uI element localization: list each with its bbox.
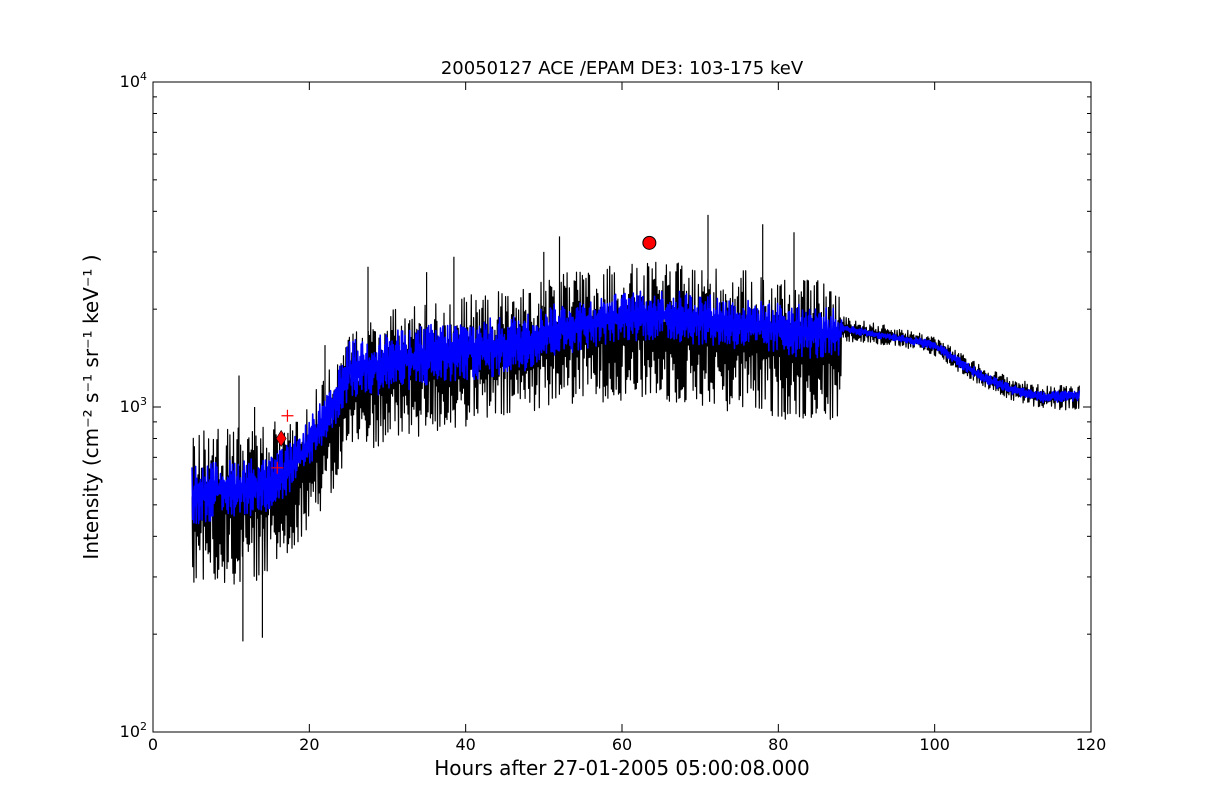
plus-marker: [271, 461, 284, 474]
y-axis-label: Intensity (cm⁻² s⁻¹ sr⁻¹ keV⁻¹ ): [79, 254, 103, 559]
x-tick-label: 100: [919, 735, 950, 754]
y-tick-label: 102: [120, 720, 147, 741]
x-tick-label: 120: [1076, 735, 1107, 754]
chart-title: 20050127 ACE /EPAM DE3: 103-175 keV: [441, 58, 804, 79]
axis-ticks: 0 20 40 60 80 100 120 102 103 104: [120, 70, 1107, 754]
series-smoothed-line: [191, 290, 1081, 525]
y-tick-label: 103: [120, 395, 147, 416]
x-tick-label: 40: [455, 735, 475, 754]
x-tick-label: 0: [148, 735, 158, 754]
x-tick-label: 20: [299, 735, 319, 754]
plot-data-layer: [191, 214, 1081, 642]
x-tick-label: 60: [612, 735, 632, 754]
onset-diamond-marker: [275, 429, 287, 448]
x-axis-label: Hours after 27-01-2005 05:00:08.000: [434, 756, 810, 780]
peak-circle-marker: [642, 235, 657, 250]
plus-marker: [281, 409, 294, 422]
x-tick-label: 80: [768, 735, 788, 754]
y-tick-label: 104: [120, 70, 147, 91]
